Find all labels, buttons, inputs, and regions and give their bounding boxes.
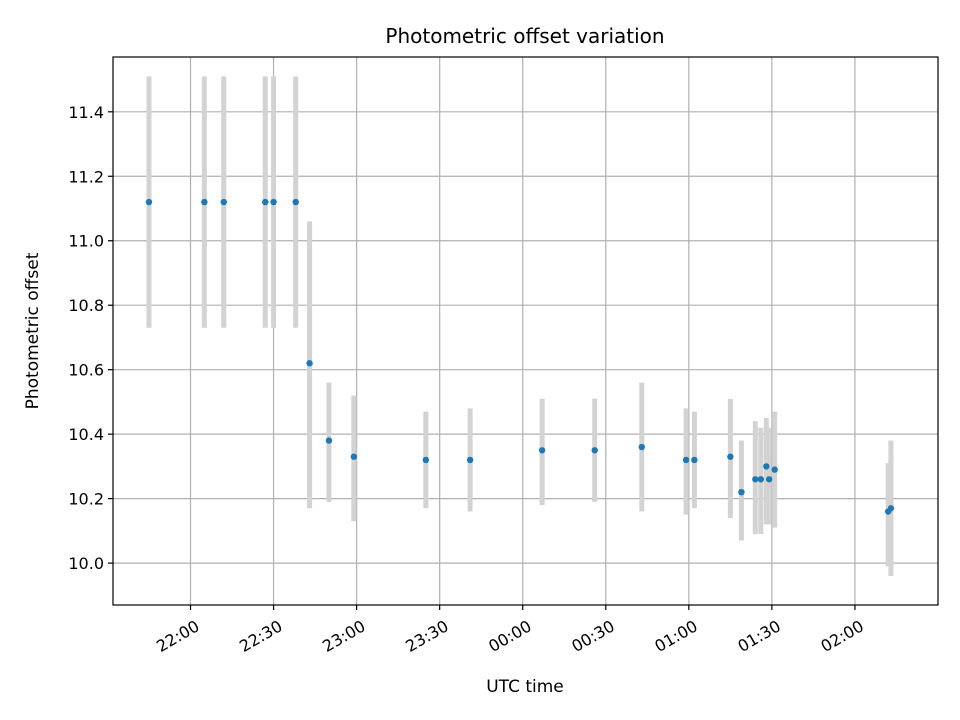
x-tick-label: 02:00 <box>818 616 867 656</box>
y-axis-label: Photometric offset <box>23 252 43 409</box>
data-point <box>292 198 299 206</box>
data-point <box>325 437 333 444</box>
error-bars <box>146 76 894 576</box>
y-tick-label: 11.4 <box>68 103 104 122</box>
data-point <box>201 198 208 206</box>
data-point <box>538 447 546 454</box>
y-tick-label: 10.6 <box>68 361 104 380</box>
y-tick-label: 11.0 <box>68 232 104 251</box>
data-point <box>262 198 269 206</box>
y-tick-label: 11.2 <box>68 167 104 186</box>
y-tick-label: 10.0 <box>68 554 104 573</box>
y-tick-label: 10.4 <box>68 425 104 444</box>
y-tick-label: 10.8 <box>68 296 104 315</box>
data-point <box>145 198 153 206</box>
data-point <box>270 198 277 206</box>
data-point <box>738 488 745 496</box>
data-point <box>466 456 474 464</box>
data-point <box>763 463 770 470</box>
x-tick-label: 01:30 <box>734 616 783 656</box>
y-axis-ticks: 10.0 10.2 10.4 10.6 10.8 11.0 11.2 11.4 <box>68 103 113 573</box>
x-tick-label: 22:00 <box>153 616 202 656</box>
data-point <box>638 443 645 451</box>
data-point <box>887 505 895 512</box>
y-tick-label: 10.2 <box>68 490 104 509</box>
data-points <box>145 198 895 515</box>
data-point <box>727 453 734 460</box>
data-point <box>220 198 227 206</box>
data-point <box>765 476 773 483</box>
x-tick-label: 00:00 <box>485 616 534 656</box>
data-point <box>350 453 358 460</box>
chart-title: Photometric offset variation <box>385 24 664 48</box>
data-point <box>306 360 313 367</box>
x-tick-label: 23:00 <box>319 616 368 656</box>
plot-frame <box>112 56 939 606</box>
x-tick-label: 23:30 <box>402 616 451 656</box>
data-point <box>422 456 430 464</box>
x-axis-ticks: 22:00 22:30 23:00 23:30 00:00 00:30 01:00 01:30… <box>153 605 867 656</box>
x-tick-label: 01:00 <box>651 616 700 656</box>
x-tick-label: 00:30 <box>568 616 617 656</box>
grid-layer <box>113 57 938 605</box>
data-point <box>752 476 759 483</box>
x-tick-label: 22:30 <box>236 616 285 656</box>
data-point <box>691 456 698 464</box>
data-point <box>757 476 765 483</box>
data-point <box>591 447 598 454</box>
data-point <box>771 466 778 473</box>
x-axis-label: UTC time <box>486 677 564 697</box>
data-point <box>682 456 690 464</box>
